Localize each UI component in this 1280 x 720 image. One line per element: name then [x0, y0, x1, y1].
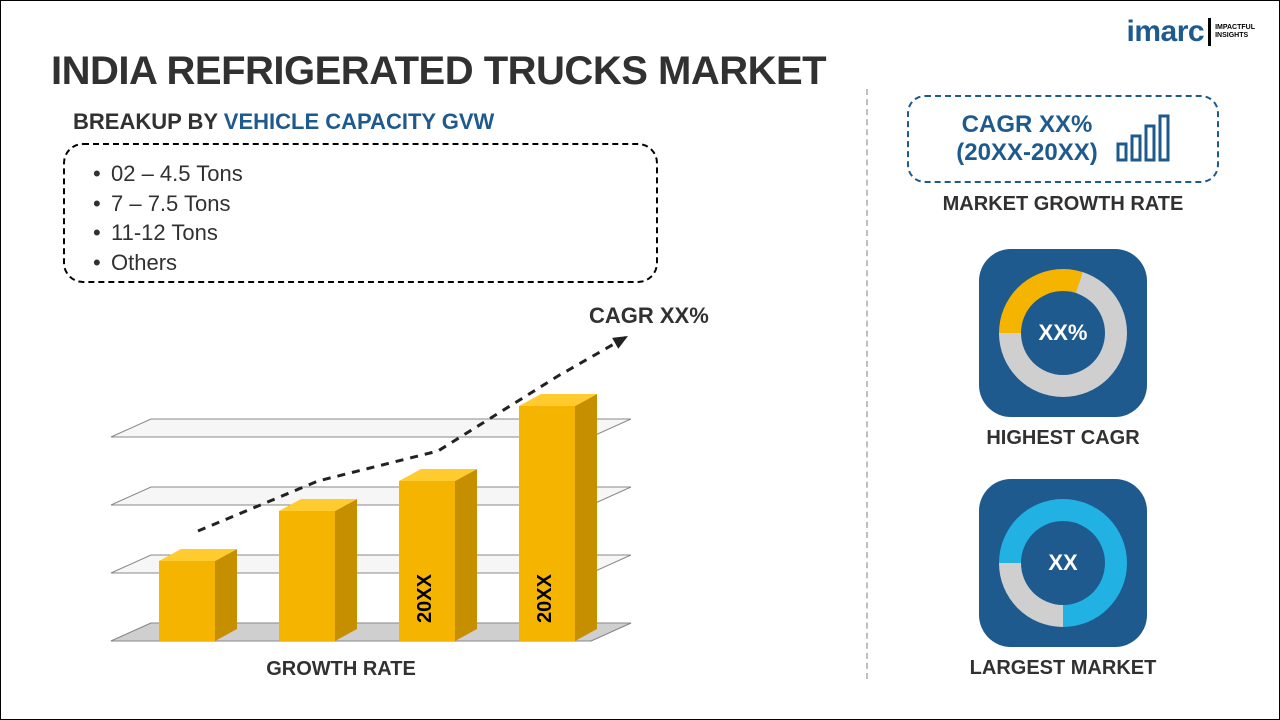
page-title: INDIA REFRIGERATED TRUCKS MARKET — [51, 49, 826, 94]
logo-divider — [1208, 18, 1211, 46]
category-list: 02 – 4.5 Tons 7 – 7.5 Tons 11-12 Tons Ot… — [93, 159, 628, 278]
list-item: 02 – 4.5 Tons — [93, 159, 628, 189]
subtitle-prefix: BREAKUP BY — [73, 109, 224, 134]
cagr-box-text: CAGR XX% (20XX-20XX) — [956, 111, 1097, 166]
largest-market-label: LARGEST MARKET — [907, 657, 1219, 680]
growth-chart-svg: 20XX 20XX — [61, 321, 781, 681]
highest-cagr-card: XX% — [979, 249, 1147, 417]
highest-cagr-value: XX% — [1021, 291, 1105, 375]
breakup-subtitle: BREAKUP BY VEHICLE CAPACITY GVW — [73, 109, 494, 135]
list-item: 7 – 7.5 Tons — [93, 189, 628, 219]
cagr-box: CAGR XX% (20XX-20XX) — [907, 95, 1219, 183]
list-item: 11-12 Tons — [93, 218, 628, 248]
cagr-annotation: CAGR XX% — [589, 303, 709, 329]
category-list-box: 02 – 4.5 Tons 7 – 7.5 Tons 11-12 Tons Ot… — [63, 143, 658, 283]
svg-text:20XX: 20XX — [534, 573, 556, 623]
largest-market-value: XX — [1021, 521, 1105, 605]
bar-growth-icon — [1114, 114, 1170, 164]
growth-axis-label: GROWTH RATE — [61, 658, 621, 681]
cagr-box-label: MARKET GROWTH RATE — [907, 193, 1219, 216]
subtitle-highlight: VEHICLE CAPACITY GVW — [224, 109, 495, 134]
logo-subtext: IMPACTFUL INSIGHTS — [1215, 24, 1255, 39]
logo-text: imarc — [1127, 15, 1205, 49]
growth-bar-chart: 20XX20XX CAGR XX% GROWTH RATE — [61, 321, 781, 681]
largest-market-card: XX — [979, 479, 1147, 647]
list-item: Others — [93, 248, 628, 278]
largest-market-donut: XX — [999, 499, 1127, 627]
highest-cagr-donut: XX% — [999, 269, 1127, 397]
svg-text:20XX: 20XX — [414, 573, 436, 623]
vertical-divider — [866, 89, 868, 679]
brand-logo: imarc IMPACTFUL INSIGHTS — [1127, 15, 1255, 49]
highest-cagr-label: HIGHEST CAGR — [907, 427, 1219, 450]
